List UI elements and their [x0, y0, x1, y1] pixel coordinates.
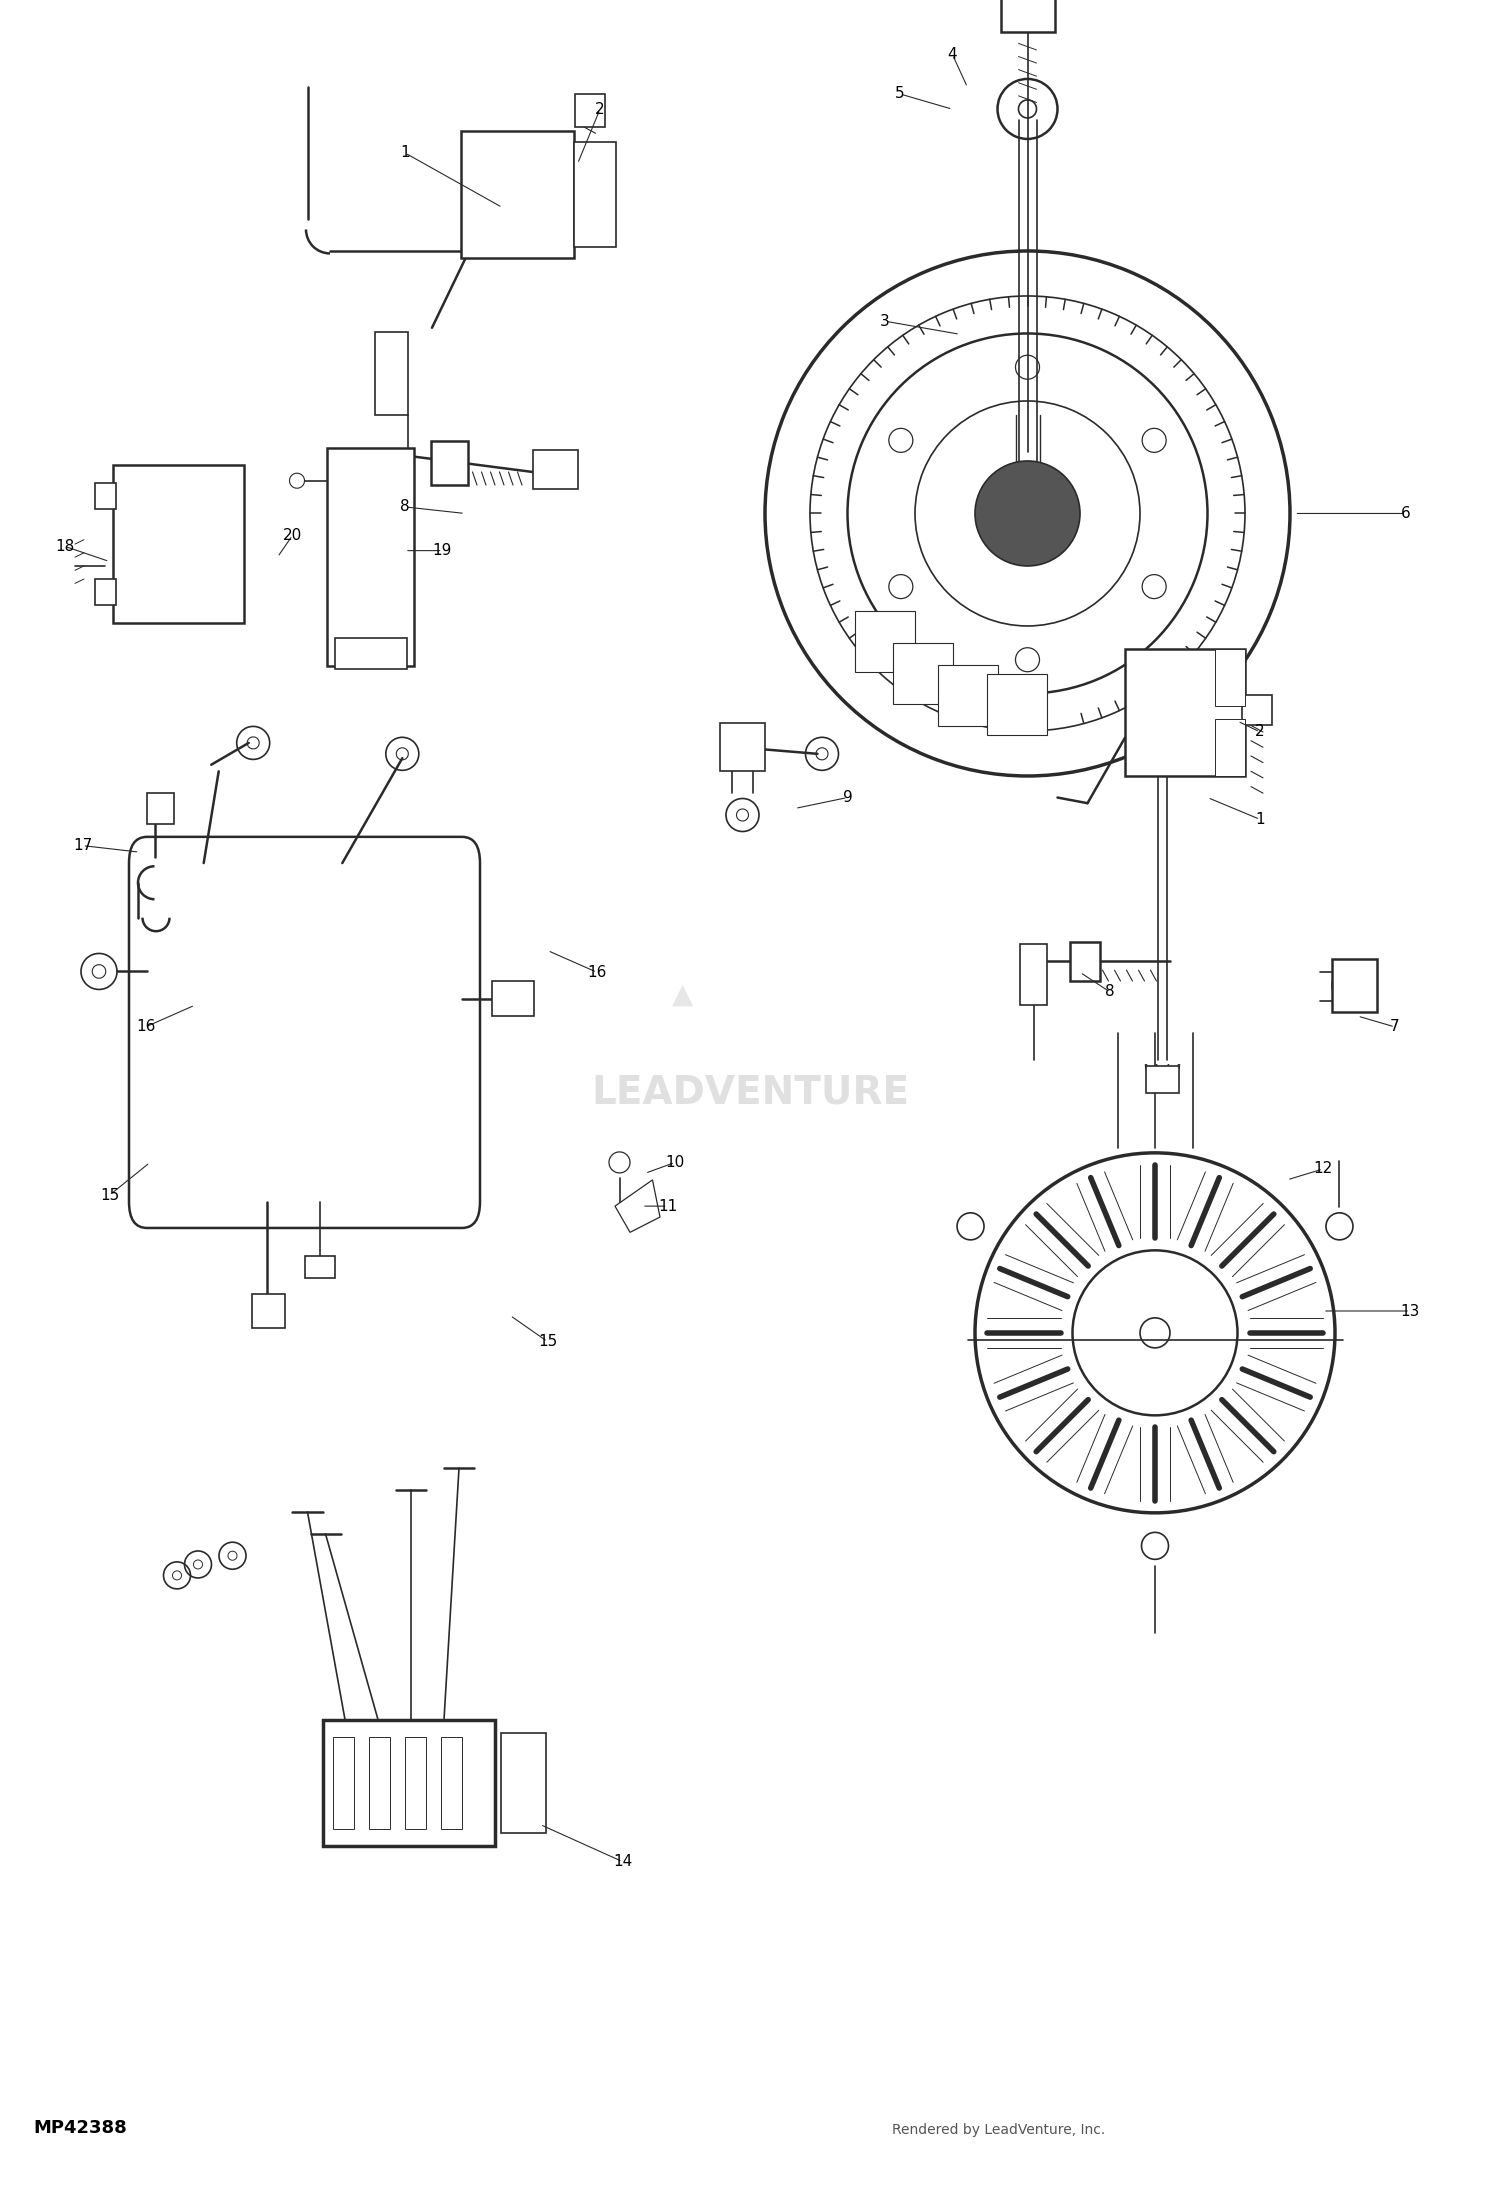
Bar: [462, 131, 573, 258]
Text: Rendered by LeadVenture, Inc.: Rendered by LeadVenture, Inc.: [892, 2124, 1106, 2137]
Bar: [322, 1720, 495, 1846]
Text: 3: 3: [880, 315, 890, 328]
Bar: [573, 142, 615, 247]
Text: 8: 8: [400, 500, 410, 513]
Text: 14: 14: [614, 1855, 632, 1868]
Text: 13: 13: [1401, 1304, 1419, 1318]
Text: 5: 5: [896, 87, 904, 101]
Bar: [501, 1733, 546, 1833]
Bar: [1215, 719, 1245, 776]
Text: 12: 12: [1314, 1162, 1332, 1176]
FancyBboxPatch shape: [987, 673, 1047, 734]
Text: 17: 17: [74, 839, 92, 852]
Text: 9: 9: [843, 791, 852, 804]
Bar: [1332, 959, 1377, 1012]
Text: MP42388: MP42388: [33, 2119, 126, 2137]
Bar: [492, 981, 534, 1016]
Text: 1: 1: [400, 146, 410, 160]
FancyBboxPatch shape: [939, 664, 999, 725]
Bar: [304, 1256, 334, 1278]
Bar: [532, 450, 578, 489]
Bar: [112, 465, 244, 623]
Bar: [720, 723, 765, 771]
Text: 7: 7: [1390, 1020, 1400, 1034]
Text: 19: 19: [433, 544, 451, 557]
Text: 16: 16: [588, 966, 606, 979]
Polygon shape: [615, 1180, 660, 1232]
Text: ▲: ▲: [672, 981, 693, 1007]
Text: 10: 10: [666, 1156, 684, 1169]
Text: 15: 15: [100, 1189, 118, 1202]
FancyBboxPatch shape: [894, 642, 954, 704]
Bar: [147, 793, 174, 824]
Text: 20: 20: [284, 529, 302, 542]
Bar: [1000, 0, 1054, 33]
Bar: [405, 1737, 426, 1829]
Text: 15: 15: [538, 1335, 556, 1348]
Bar: [333, 1737, 354, 1829]
Text: 6: 6: [1401, 507, 1410, 520]
Text: 2: 2: [1256, 725, 1264, 739]
Bar: [441, 1737, 462, 1829]
Bar: [430, 441, 468, 485]
Bar: [94, 483, 116, 509]
Bar: [334, 638, 406, 669]
Bar: [327, 448, 414, 666]
Text: 11: 11: [658, 1200, 676, 1213]
Bar: [1215, 649, 1245, 706]
FancyBboxPatch shape: [855, 612, 915, 673]
Bar: [375, 332, 408, 415]
Bar: [1146, 1066, 1179, 1092]
Ellipse shape: [975, 461, 1080, 566]
Bar: [1242, 695, 1272, 725]
Text: 1: 1: [1256, 813, 1264, 826]
Text: 4: 4: [948, 48, 957, 61]
Text: 2: 2: [596, 103, 604, 116]
Bar: [369, 1737, 390, 1829]
Text: LEADVENTURE: LEADVENTURE: [591, 1073, 909, 1112]
Bar: [1020, 944, 1047, 1005]
Bar: [1125, 649, 1245, 776]
Text: 18: 18: [56, 540, 74, 553]
Text: 16: 16: [136, 1020, 154, 1034]
Bar: [1070, 942, 1100, 981]
Bar: [252, 1294, 285, 1328]
Text: 8: 8: [1106, 985, 1114, 999]
Bar: [574, 94, 604, 127]
Bar: [94, 579, 116, 605]
